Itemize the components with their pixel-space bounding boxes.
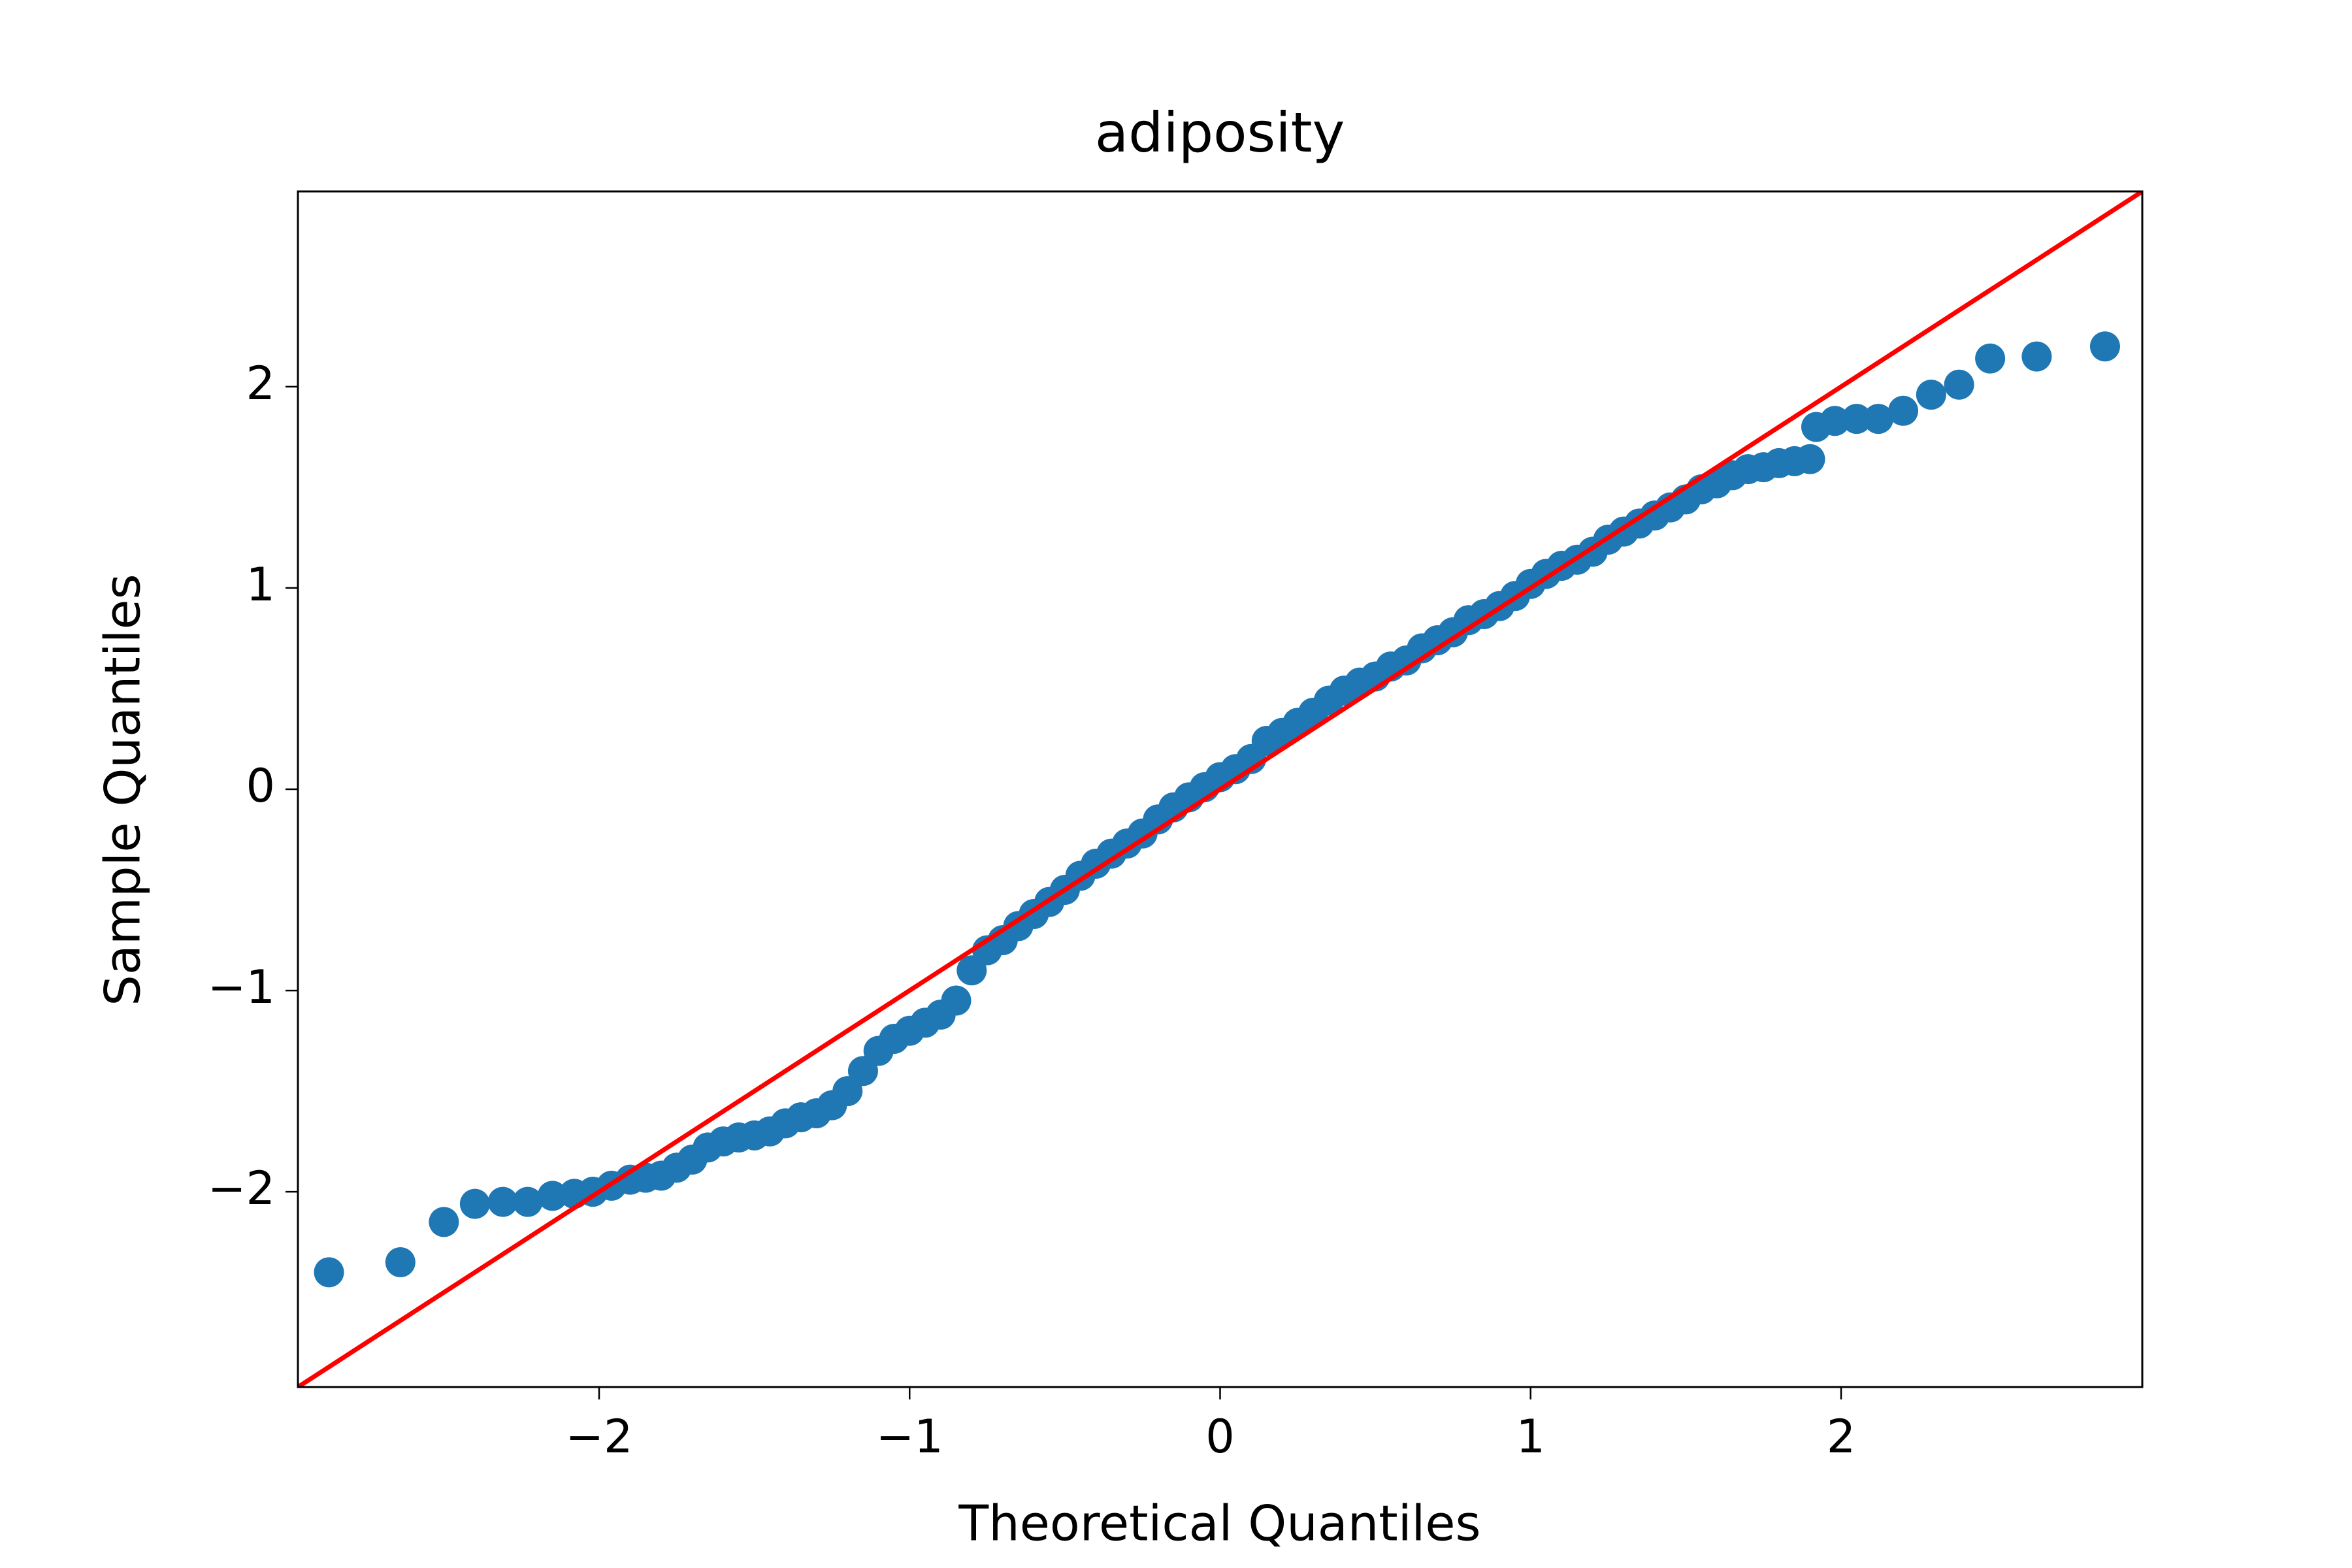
chart-title: adiposity: [1095, 101, 1345, 165]
point: [1841, 404, 1872, 434]
point: [429, 1207, 459, 1237]
point: [512, 1186, 543, 1217]
point: [1888, 395, 1919, 426]
y-tick-label: 0: [246, 759, 275, 813]
point: [537, 1181, 568, 1211]
point: [2021, 341, 2052, 372]
y-tick-label: −1: [208, 960, 275, 1014]
x-tick-label: 2: [1827, 1410, 1856, 1463]
y-tick-label: −2: [208, 1162, 275, 1215]
point: [1944, 369, 1974, 400]
point: [1916, 380, 1946, 410]
y-tick-label: 1: [246, 558, 275, 612]
point: [941, 985, 972, 1016]
point: [1975, 343, 2006, 374]
x-tick-label: −1: [876, 1410, 943, 1463]
point: [314, 1257, 344, 1288]
point: [1863, 404, 1894, 434]
point: [1820, 406, 1850, 436]
plot-frame: [297, 190, 2144, 1388]
y-axis-label: Sample Quantiles: [94, 574, 152, 1005]
point: [459, 1188, 490, 1219]
point: [1795, 444, 1825, 474]
x-tick-label: 0: [1205, 1410, 1235, 1463]
y-tick-label: 2: [246, 357, 275, 410]
x-tick-label: 1: [1516, 1410, 1545, 1463]
x-tick-label: −2: [565, 1410, 632, 1463]
reference-line: [298, 191, 2142, 1387]
x-axis-label: Theoretical Quantiles: [958, 1495, 1480, 1552]
point: [487, 1186, 518, 1217]
point: [385, 1247, 416, 1277]
point: [2089, 331, 2120, 362]
